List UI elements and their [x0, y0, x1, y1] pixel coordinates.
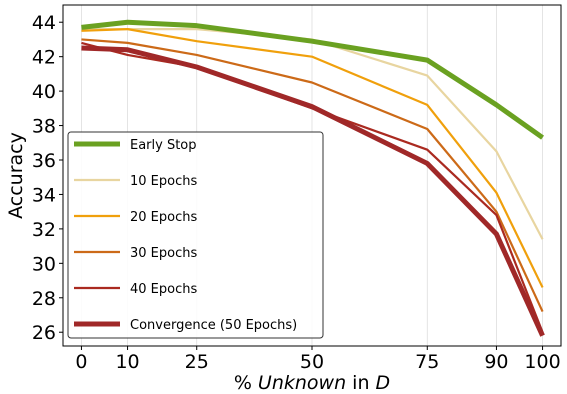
x-axis-label-variable: D	[376, 372, 391, 394]
x-axis-label: % Unknown in D	[234, 372, 390, 394]
y-tick-label-30: 30	[32, 253, 56, 275]
series-line-early-stop	[81, 19, 545, 140]
y-axis-label: Accuracy	[5, 132, 27, 219]
legend-label-40-epochs: 40 Epochs	[130, 282, 197, 297]
y-tick-label-40: 40	[32, 81, 56, 103]
series-line-convergence-50-epochs	[81, 45, 545, 337]
y-tick-label-28: 28	[32, 288, 56, 310]
y-tick-label-42: 42	[32, 47, 56, 69]
x-tick-label-75: 75	[415, 351, 439, 373]
legend-label-early-stop: Early Stop	[130, 138, 197, 153]
legend-label-30-epochs: 30 Epochs	[130, 246, 197, 261]
x-tick-label-25: 25	[185, 351, 209, 373]
x-axis-label-italic-word: Unknown	[258, 372, 346, 394]
y-tick-label-26: 26	[32, 322, 56, 344]
series-line-20-epochs	[81, 28, 544, 288]
series-line-30-epochs	[81, 38, 544, 313]
legend-box	[67, 131, 324, 339]
x-tick-label-100: 100	[524, 351, 560, 373]
y-tick-label-38: 38	[32, 116, 56, 138]
x-axis-label-prefix: %	[234, 372, 258, 394]
y-tick-label-36: 36	[32, 150, 56, 172]
y-tick-label-44: 44	[32, 12, 56, 34]
y-axis: 26 28 30 32 34 36 38 40 42 44	[32, 12, 63, 344]
x-tick-label-10: 10	[115, 351, 139, 373]
x-tick-label-90: 90	[484, 351, 508, 373]
legend-label-convergence-50-epochs: Convergence (50 Epochs)	[130, 318, 297, 333]
x-tick-label-50: 50	[300, 351, 324, 373]
y-tick-label-34: 34	[32, 184, 56, 206]
x-axis: 0 10 25 50 75 90 100	[75, 346, 561, 373]
legend-label-20-epochs: 20 Epochs	[130, 210, 197, 225]
legend: Early Stop 10 Epochs 20 Epochs 30 Epochs 40 …	[67, 131, 324, 339]
series-lines	[81, 19, 545, 337]
legend-label-10-epochs: 10 Epochs	[130, 174, 197, 189]
y-tick-label-32: 32	[32, 219, 56, 241]
x-tick-label-0: 0	[75, 351, 87, 373]
x-axis-label-middle: in	[346, 372, 375, 394]
